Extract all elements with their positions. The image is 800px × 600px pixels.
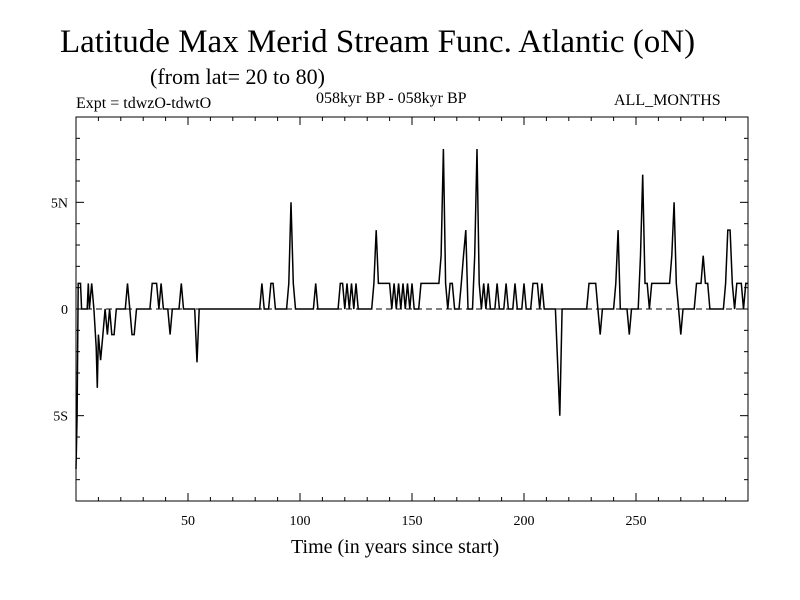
- chart-subtitle: (from lat= 20 to 80): [150, 64, 325, 89]
- x-tick-label: 100: [290, 514, 311, 529]
- chart-title: Latitude Max Merid Stream Func. Atlantic…: [60, 24, 696, 60]
- y-tick-label: 5S: [53, 410, 68, 425]
- y-tick-label: 5N: [51, 196, 68, 211]
- period-label: 058kyr BP - 058kyr BP: [316, 90, 467, 107]
- months-label: ALL_MONTHS: [614, 92, 721, 109]
- plot-frame: [75, 116, 749, 502]
- y-tick-label: 0: [61, 303, 68, 318]
- x-axis-label: Time (in years since start): [291, 536, 500, 558]
- x-tick-label: 150: [402, 514, 423, 529]
- x-tick-label: 250: [626, 514, 647, 529]
- x-tick-label: 50: [181, 514, 195, 529]
- x-tick-label: 200: [514, 514, 535, 529]
- series-line-0: [75, 148, 748, 470]
- experiment-label: Expt = tdwzO-tdwtO: [76, 95, 212, 112]
